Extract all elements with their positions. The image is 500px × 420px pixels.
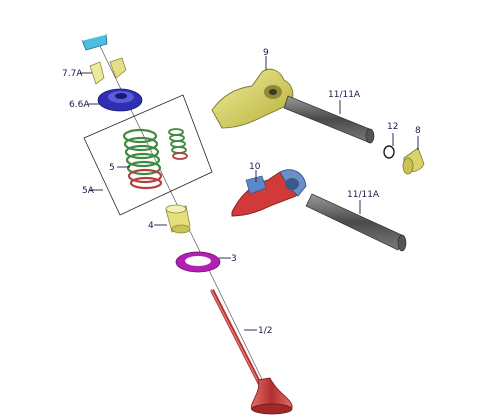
label-cap: 8 [415,126,421,136]
rocker-shaft-upper-part [283,95,375,144]
exhaust-rocker-arm-part [231,169,307,217]
label-snap-ring: 12 [387,122,398,132]
spring-set-box [83,94,213,216]
label-rocker-10: 10 [249,162,261,172]
label-seal: 4 [148,221,154,231]
intake-rocker-arm-part [211,68,294,129]
valve-keepers-part [89,57,127,85]
valve-part [210,288,293,415]
label-keepers: 7.7A [62,69,83,79]
adjuster-cap-part [402,147,425,175]
spring-retainer-part [97,88,143,112]
valve-spring-inner-part [168,128,188,160]
label-valve: 1/2 [258,326,272,336]
valve-stem-seal-part [165,204,191,234]
label-rocker-9: 9 [263,48,269,58]
label-spring: 5 [109,163,115,173]
rocker-shaft-lower-part [305,193,407,252]
label-spring-set: 5A [82,186,95,196]
cyan-cap-part [81,33,108,51]
label-seat: 3 [231,254,237,264]
label-shaft-upper: 11/11A [328,90,361,100]
valve-spring-main-part [122,128,163,190]
label-shaft-lower: 11/11A [347,190,380,200]
valve-spring-seat-part [175,251,221,273]
snap-ring-part [383,145,395,159]
label-retainer: 6.6A [69,100,90,110]
